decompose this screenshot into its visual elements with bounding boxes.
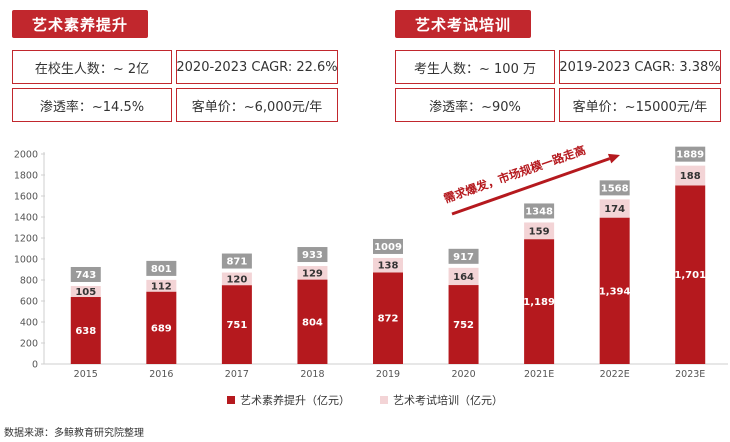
legend-swatch-art-exam [380, 396, 388, 404]
right-stat-cagr: 2019-2023 CAGR: 3.38% [559, 50, 721, 84]
bar-art-literacy-2016 [146, 291, 177, 364]
total-box-2023E [675, 146, 706, 162]
data-label-art-literacy-2022E: 1,394 [599, 286, 631, 297]
total-box-2016 [146, 260, 177, 276]
data-label-art-exam-2023E: 188 [680, 171, 701, 182]
total-label-2019: 1009 [374, 242, 402, 253]
chart-legend: 艺术素养提升（亿元） 艺术考试培训（亿元） [0, 392, 730, 408]
legend-label-art-exam: 艺术考试培训（亿元） [393, 394, 503, 407]
right-stat-examinees: 考生人数：~ 100 万 [395, 50, 555, 84]
total-label-2017: 871 [226, 257, 247, 268]
trend-arrow-head [607, 153, 620, 164]
total-box-2022E [599, 180, 630, 196]
total-label-2018: 933 [302, 250, 323, 261]
data-label-art-literacy-2017: 751 [226, 320, 247, 331]
data-label-art-exam-2021E: 159 [529, 226, 550, 237]
data-label-art-exam-2016: 112 [151, 281, 172, 292]
total-box-2018 [297, 247, 328, 263]
bar-art-literacy-2018 [297, 279, 328, 364]
x-tick-label-2020: 2020 [451, 369, 475, 380]
right-stat-price: 客单价：~15000元/年 [559, 88, 721, 122]
y-tick-label-2: 400 [20, 318, 38, 329]
bar-art-exam-2016 [146, 279, 177, 292]
total-label-2023E: 1889 [676, 150, 704, 161]
data-label-art-exam-2019: 138 [378, 261, 399, 272]
bar-art-exam-2015 [70, 285, 101, 298]
x-tick-label-2019: 2019 [376, 369, 400, 380]
total-box-2017 [221, 253, 252, 269]
right-panel-title: 艺术考试培训 [395, 10, 531, 38]
data-label-art-literacy-2018: 804 [302, 317, 323, 328]
y-tick-label-5: 1000 [14, 255, 38, 266]
bar-art-literacy-2020 [448, 285, 479, 364]
data-label-art-literacy-2020: 752 [453, 320, 474, 331]
y-tick-label-10: 2000 [14, 150, 38, 161]
right-stat-penetration: 渗透率：~90% [395, 88, 555, 122]
bar-art-literacy-2017 [221, 285, 252, 364]
total-label-2015: 743 [75, 270, 96, 281]
bar-art-literacy-2022E [599, 217, 630, 364]
y-tick-label-9: 1800 [14, 171, 38, 182]
y-tick-label-3: 600 [20, 297, 38, 308]
legend-item-art-exam: 艺术考试培训（亿元） [380, 392, 503, 408]
bar-art-literacy-2019 [373, 272, 403, 364]
data-label-art-literacy-2019: 872 [378, 314, 399, 325]
y-tick-label-4: 800 [20, 276, 38, 287]
bar-art-literacy-2015 [70, 297, 101, 364]
market-size-chart: 0 200 400 600 800 1000 1200 1400 1600 1800 2000 638… [14, 143, 728, 380]
left-stat-price: 客单价：~6,000元/年 [176, 88, 338, 122]
total-box-2015 [70, 266, 101, 282]
data-label-art-literacy-2021E: 1,189 [523, 297, 555, 308]
bar-art-literacy-2021E [524, 239, 555, 364]
total-label-2020: 917 [453, 252, 474, 263]
data-label-art-literacy-2015: 638 [75, 326, 96, 337]
bar-art-exam-2022E [599, 199, 630, 218]
left-stat-penetration: 渗透率：~14.5% [12, 88, 172, 122]
left-stat-cagr: 2020-2023 CAGR: 22.6% [176, 50, 338, 84]
bar-art-exam-2020 [448, 267, 479, 286]
bar-art-exam-2019 [373, 257, 403, 273]
x-tick-label-2022E: 2022E [600, 369, 630, 380]
x-tick-label-2016: 2016 [149, 369, 173, 380]
data-label-art-exam-2018: 129 [302, 268, 323, 279]
total-label-2016: 801 [151, 264, 172, 275]
trend-arrow-line [451, 157, 611, 216]
data-label-art-exam-2015: 105 [75, 287, 96, 298]
y-tick-label-8: 1600 [14, 192, 38, 203]
total-label-2021E: 1348 [525, 206, 553, 217]
data-label-art-literacy-2023E: 1,701 [674, 270, 706, 281]
x-tick-label-2015: 2015 [74, 369, 98, 380]
y-tick-label-0: 0 [32, 360, 38, 371]
bar-art-exam-2018 [297, 266, 328, 280]
total-box-2020 [448, 248, 479, 264]
y-tick-label-1: 200 [20, 339, 38, 350]
x-tick-label-2018: 2018 [300, 369, 324, 380]
data-label-art-literacy-2016: 689 [151, 323, 172, 334]
bar-art-exam-2023E [675, 165, 706, 186]
bar-art-literacy-2023E [675, 185, 706, 364]
total-label-2022E: 1568 [601, 183, 629, 194]
left-stat-students: 在校生人数：~ 2亿 [12, 50, 172, 84]
left-panel-title: 艺术素养提升 [12, 10, 148, 38]
data-label-art-exam-2020: 164 [453, 272, 474, 283]
bar-art-exam-2017 [221, 272, 252, 286]
x-tick-label-2017: 2017 [225, 369, 249, 380]
y-tick-label-6: 1200 [14, 234, 38, 245]
total-box-2021E [524, 203, 555, 219]
legend-label-art-literacy: 艺术素养提升（亿元） [240, 394, 350, 407]
bar-art-exam-2021E [524, 222, 555, 240]
legend-swatch-art-literacy [227, 396, 235, 404]
x-tick-label-2021E: 2021E [524, 369, 554, 380]
y-tick-label-7: 1400 [14, 213, 38, 224]
data-source-note: 数据来源：多鲸教育研究院整理 [4, 428, 144, 439]
data-label-art-exam-2017: 120 [226, 274, 247, 285]
total-box-2019 [373, 238, 403, 254]
data-label-art-exam-2022E: 174 [604, 204, 625, 215]
legend-item-art-literacy: 艺术素养提升（亿元） [227, 392, 350, 408]
x-tick-label-2023E: 2023E [675, 369, 705, 380]
